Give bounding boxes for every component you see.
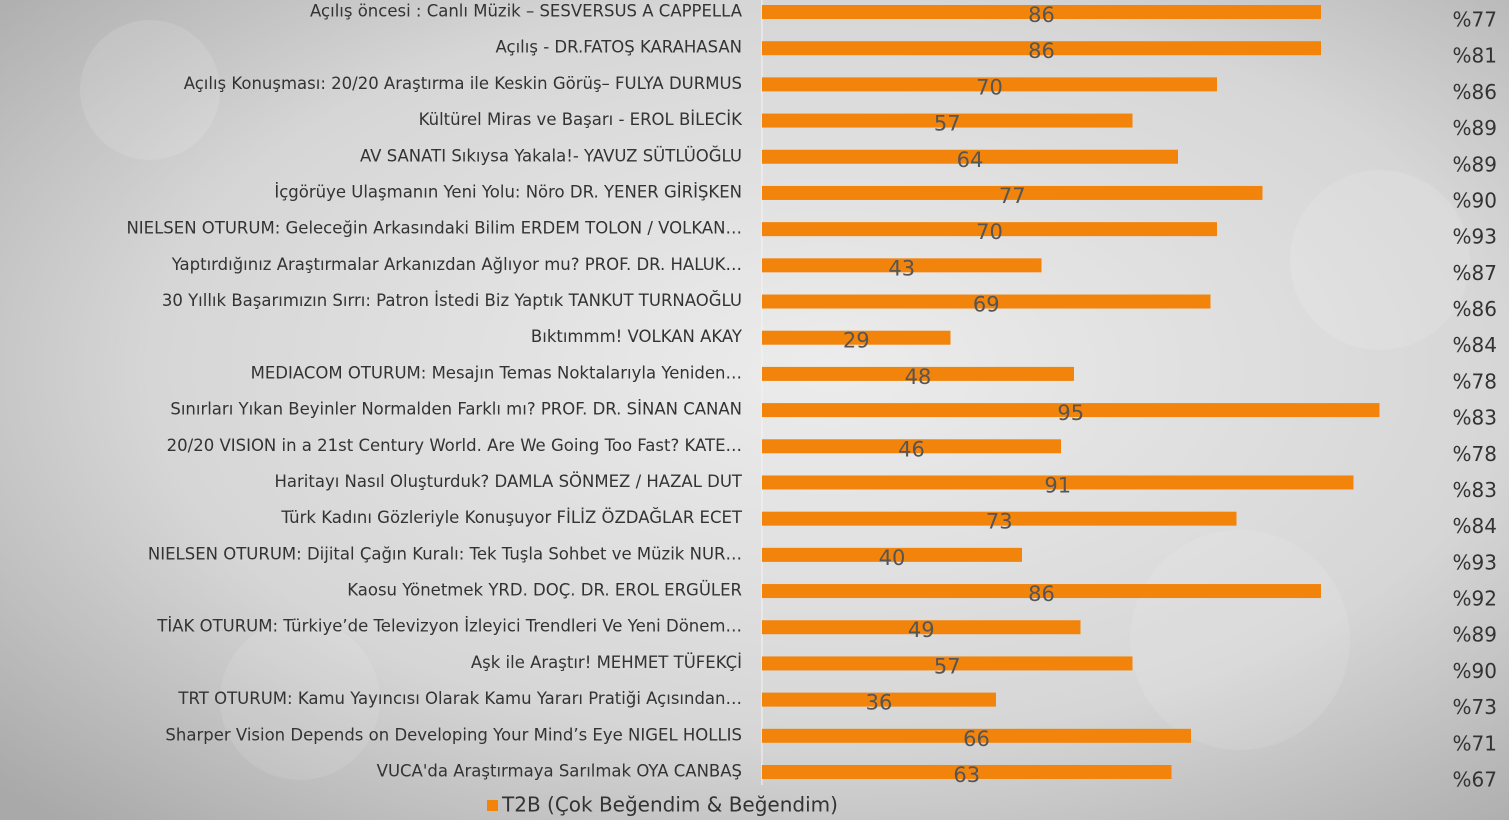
bar (762, 113, 1133, 128)
category-label: MEDIACOM OTURUM: Mesajın Temas Noktaları… (251, 363, 742, 382)
legend-swatch (487, 800, 498, 811)
data-label: 66 (963, 727, 990, 751)
category-label: TİAK OTURUM: Türkiye’de Televizyon İzley… (156, 617, 742, 636)
category-label: Haritayı Nasıl Oluşturduk? DAMLA SÖNMEZ … (274, 472, 742, 491)
data-label: 77 (999, 184, 1026, 208)
bar (762, 222, 1217, 237)
data-label: 57 (934, 112, 961, 136)
bokeh (80, 20, 220, 160)
data-label: 70 (976, 75, 1003, 99)
bar (762, 620, 1081, 635)
bar (762, 403, 1380, 418)
category-label: AV SANATI Sıkıysa Yakala!- YAVUZ SÜTLÜOĞ… (360, 146, 742, 165)
bar (762, 330, 951, 345)
bar (762, 5, 1321, 19)
side-label: %77 (1453, 8, 1497, 32)
category-label: NIELSEN OTURUM: Geleceğin Arkasındaki Bi… (126, 219, 742, 238)
data-label: 40 (879, 546, 906, 570)
data-label: 46 (898, 437, 925, 461)
category-label: Türk Kadını Gözleriyle Konuşuyor FİLİZ Ö… (280, 508, 743, 527)
category-label: Yaptırdığınız Araştırmalar Arkanızdan Ağ… (171, 255, 742, 274)
bar (762, 149, 1178, 164)
category-label: Sınırları Yıkan Beyinler Normalden Farkl… (170, 400, 742, 419)
data-label: 95 (1057, 401, 1084, 425)
bar (762, 366, 1074, 381)
side-label: %92 (1453, 587, 1497, 611)
data-label: 64 (957, 148, 984, 172)
category-label: İçgörüye Ulaşmanın Yeni Yolu: Nöro DR. Y… (274, 182, 742, 201)
side-label: %89 (1453, 152, 1497, 176)
category-label: 20/20 VISION in a 21st Century World. Ar… (167, 436, 742, 455)
side-label: %86 (1453, 297, 1497, 321)
data-label: 70 (976, 220, 1003, 244)
category-label: Kültürel Miras ve Başarı - EROL BİLECİK (419, 110, 744, 129)
side-label: %89 (1453, 116, 1497, 140)
side-label: %67 (1453, 768, 1497, 792)
bar (762, 765, 1172, 779)
bar (762, 584, 1321, 599)
bar (762, 185, 1263, 200)
bar (762, 547, 1022, 562)
bar (762, 77, 1217, 92)
bar (762, 728, 1191, 743)
category-label: Kaosu Yönetmek YRD. DOÇ. DR. EROL ERGÜLE… (347, 581, 742, 600)
category-label: Bıktımmm! VOLKAN AKAY (531, 327, 743, 346)
bokeh (220, 620, 380, 780)
category-label: Açılış öncesi : Canlı Müzik – SESVERSUS … (310, 2, 743, 21)
bokeh (1290, 170, 1470, 350)
side-label: %93 (1453, 225, 1497, 249)
bar (762, 439, 1061, 454)
bar (762, 475, 1354, 490)
bar (762, 692, 996, 707)
side-label: %73 (1453, 695, 1497, 719)
data-label: 63 (953, 763, 980, 787)
legend-label: T2B (Çok Beğendim & Beğendim) (501, 793, 838, 817)
data-label: 57 (934, 654, 961, 678)
category-label: VUCA'da Araştırmaya Sarılmak OYA CANBAŞ (377, 762, 742, 781)
category-label: Sharper Vision Depends on Developing You… (165, 725, 742, 744)
category-label: 30 Yıllık Başarımızın Sırrı: Patron İste… (162, 291, 742, 310)
category-label: TRT OTURUM: Kamu Yayıncısı Olarak Kamu Y… (177, 689, 742, 708)
side-label: %86 (1453, 80, 1497, 104)
category-label: Aşk ile Araştır! MEHMET TÜFEKÇİ (471, 653, 742, 672)
data-label: 48 (905, 365, 932, 389)
side-label: %93 (1453, 550, 1497, 574)
side-label: %78 (1453, 442, 1497, 466)
side-label: %90 (1453, 188, 1497, 212)
bar (762, 294, 1211, 309)
category-label: Açılış Konuşması: 20/20 Araştırma ile Ke… (184, 74, 742, 93)
side-label: %87 (1453, 261, 1497, 285)
bokeh (1130, 530, 1350, 750)
side-label: %83 (1453, 406, 1497, 430)
bar (762, 511, 1237, 526)
category-label: NIELSEN OTURUM: Dijital Çağın Kuralı: Te… (148, 544, 742, 563)
side-label: %89 (1453, 623, 1497, 647)
bar (762, 41, 1321, 56)
data-label: 49 (908, 618, 935, 642)
data-label: 29 (843, 329, 870, 353)
data-label: 91 (1044, 473, 1071, 497)
side-label: %84 (1453, 333, 1497, 357)
side-label: %90 (1453, 659, 1497, 683)
data-label: 36 (866, 691, 893, 715)
side-label: %84 (1453, 514, 1497, 538)
data-label: 73 (986, 510, 1013, 534)
bar (762, 656, 1133, 671)
data-label: 43 (888, 256, 915, 280)
category-label: Açılış - DR.FATOŞ KARAHASAN (496, 38, 742, 57)
data-label: 69 (973, 293, 1000, 317)
data-label: 86 (1028, 582, 1055, 606)
data-label: 86 (1028, 39, 1055, 63)
data-label: 86 (1028, 3, 1055, 27)
side-label: %83 (1453, 478, 1497, 502)
side-label: %81 (1453, 44, 1497, 68)
bar (762, 258, 1042, 273)
side-label: %78 (1453, 369, 1497, 393)
side-label: %71 (1453, 731, 1497, 755)
plot: Açılış öncesi : Canlı Müzik – SESVERSUS … (126, 2, 1497, 817)
